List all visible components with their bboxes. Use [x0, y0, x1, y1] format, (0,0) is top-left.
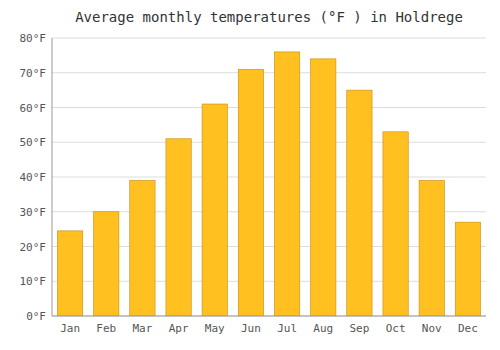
x-tick-label: Nov — [422, 322, 442, 335]
bar — [347, 90, 372, 316]
y-axis-line — [52, 38, 53, 316]
bar — [455, 222, 480, 316]
grid-line — [52, 316, 486, 317]
x-tick-label: Jun — [241, 322, 261, 335]
bar — [419, 180, 444, 316]
bar — [238, 69, 263, 316]
y-tick-label: 50°F — [20, 136, 47, 149]
grid-line — [52, 72, 486, 73]
x-tick-label: Apr — [169, 322, 189, 335]
y-tick-label: 10°F — [20, 275, 47, 288]
y-tick-label: 60°F — [20, 102, 47, 115]
y-tick-label: 70°F — [20, 67, 47, 80]
x-tick-label: Sep — [349, 322, 369, 335]
y-tick-label: 0°F — [26, 310, 46, 323]
y-tick-label: 30°F — [20, 206, 47, 219]
grid-line — [52, 142, 486, 143]
x-tick-label: Feb — [96, 322, 116, 335]
x-tick-label: Dec — [458, 322, 478, 335]
bars — [57, 52, 480, 316]
y-tick-label: 20°F — [20, 241, 47, 254]
x-tick-label: Jul — [277, 322, 297, 335]
bar — [311, 59, 336, 316]
bar — [130, 180, 155, 316]
x-tick-label: Oct — [386, 322, 406, 335]
chart-container: Average monthly temperatures (°F ) in Ho… — [0, 0, 500, 350]
bar — [166, 139, 191, 316]
bar — [274, 52, 299, 316]
grid-line — [52, 107, 486, 108]
x-tick-label: Aug — [313, 322, 333, 335]
x-tick-label: May — [205, 322, 225, 335]
bar — [94, 212, 119, 316]
grid — [52, 38, 486, 316]
x-tick-label: Jan — [60, 322, 80, 335]
grid-line — [52, 38, 486, 39]
bar — [383, 132, 408, 316]
y-tick-label: 80°F — [20, 32, 47, 45]
title: Average monthly temperatures (°F ) in Ho… — [75, 9, 463, 25]
chart: Average monthly temperatures (°F ) in Ho… — [0, 0, 500, 350]
x-tick-label: Mar — [132, 322, 152, 335]
bar — [57, 231, 82, 316]
grid-line — [52, 177, 486, 178]
x-axis-line — [52, 316, 486, 317]
y-tick-label: 40°F — [20, 171, 47, 184]
bar — [202, 104, 227, 316]
